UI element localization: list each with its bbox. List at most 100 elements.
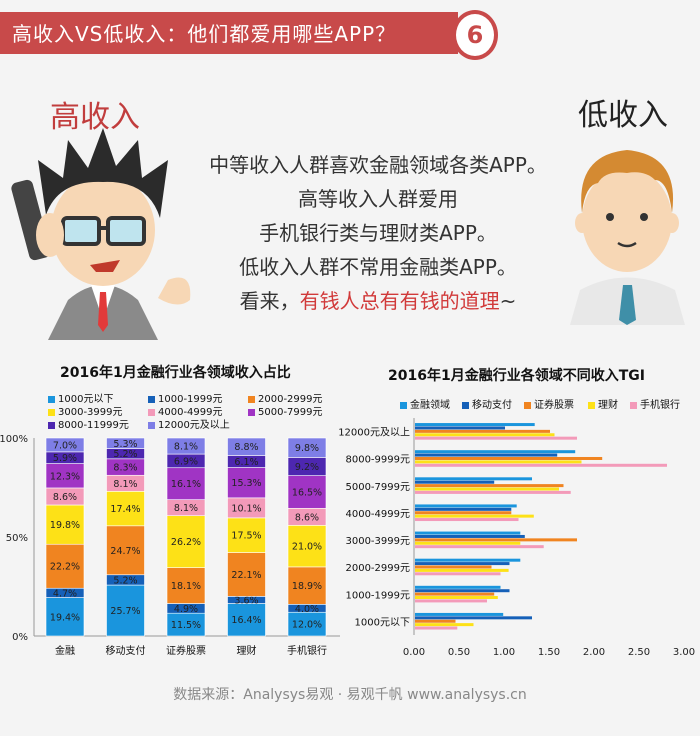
tgi-bar [415,511,512,515]
legend-label: 移动支付 [472,400,512,411]
high-income-character [11,128,191,340]
bar-value-label: 18.9% [292,581,322,592]
high-income-label: 高收入 [50,100,140,135]
insight-highlight: 有钱人总有有钱的道理 [299,289,500,313]
tgi-bar [415,477,532,481]
legend-item: 1000元以下 [48,390,113,405]
legend-swatch [588,401,595,409]
bar-value-label: 5.2% [113,575,137,586]
category-label: 2000-2999元 [345,563,410,574]
legend-swatch [148,408,155,416]
legend-label: 理财 [598,400,618,411]
bar-value-label: 17.4% [110,504,140,515]
tgi-bar [415,568,509,572]
bar-value-label: 8.1% [174,503,198,514]
bar-segment [287,525,327,568]
category-label: 1000-1999元 [345,590,410,601]
bar-value-label: 16.4% [231,615,261,626]
x-tick-label: 2.00 [583,647,605,658]
bar-value-label: 6.1% [234,457,258,468]
legend-label: 1000-1999元 [158,394,223,405]
bar-segment [45,504,85,545]
tgi-bar [415,541,521,545]
x-tick-label: 1.00 [493,647,515,658]
bar-value-label: 9.8% [295,443,319,454]
tgi-bar [415,565,492,569]
bar-segment [166,567,206,604]
category-label: 12000元及以上 [338,427,410,439]
tgi-bar [415,507,512,511]
tgi-bar [415,487,559,491]
legend-item: 3000-3999元 [48,403,123,418]
title-banner: 高收入VS低收入：他们都爱用哪些APP？ 6 [0,10,700,60]
tgi-bar [415,450,576,454]
tgi-bar [415,453,558,457]
insight-line-5-suffix: ~ [499,289,517,313]
bar-value-label: 4.7% [53,588,77,599]
bar-value-label: 19.4% [50,612,80,623]
tgi-bar [415,484,564,488]
bar-segment [106,437,145,449]
tgi-bar [415,490,571,494]
legend-item: 8000-11999元 [48,416,129,431]
low-income-label: 低收入 [578,98,668,133]
y-tick-label: 0% [12,632,28,643]
legend-swatch [148,395,155,403]
bar-value-label: 7.0% [53,440,77,451]
legend-item: 1000-1999元 [148,390,223,405]
tgi-bar [415,558,521,562]
category-label: 4000-4999元 [345,509,410,520]
category-label: 金融 [55,644,75,657]
tgi-bar [415,460,582,464]
bar-value-label: 17.5% [231,531,261,542]
tgi-bar [415,585,501,589]
category-label: 5000-7999元 [345,482,410,493]
tgi-bar [415,426,505,430]
legend-swatch [248,395,255,403]
tgi-bar [415,433,555,437]
category-label: 3000-3999元 [345,536,410,547]
bar-value-label: 16.1% [171,479,201,490]
legend-label: 手机银行 [640,400,680,411]
category-label: 8000-9999元 [345,455,410,466]
legend-item: 手机银行 [630,396,680,411]
bar-value-label: 3.6% [234,595,258,606]
bar-value-label: 26.2% [171,537,201,548]
bar-value-label: 10.1% [231,503,261,514]
category-label: 证券股票 [166,644,206,657]
bar-value-label: 8.1% [174,442,198,453]
right-horizontal-bar-chart: 0.00 0.50 1.00 1.50 2.00 2.50 3.00 1000元以下 1000-… [338,418,695,658]
right-chart-legend: 金融领域 移动支付 证券股票 理财 手机银行 [400,396,700,411]
legend-label: 2000-2999元 [258,394,323,405]
tgi-bar [415,534,525,538]
legend-label: 4000-4999元 [158,407,223,418]
tgi-bar [415,616,532,620]
tgi-bar [415,599,487,603]
tgi-bar [415,589,510,593]
bar-value-label: 5.3% [113,439,137,450]
bar-value-label: 22.2% [50,562,80,573]
bar-value-label: 25.7% [110,606,140,617]
insight-line-3: 手机银行类与理财类APP。 [259,221,497,245]
tgi-bar [415,623,474,627]
bar-segment [166,437,206,455]
tgi-bar [415,562,510,566]
category-label: 1000元以下 [355,617,410,628]
tgi-bar [415,463,667,467]
bar-value-label: 12.0% [292,620,322,631]
x-tick-label: 3.00 [673,647,695,658]
bar-value-label: 16.5% [292,487,322,498]
insight-line-4: 低收入人群不常用金融类APP。 [239,255,517,279]
bar-segment [227,467,266,499]
legend-label: 1000元以下 [58,394,114,405]
legend-swatch [630,401,637,409]
left-chart-legend: 1000元以下 1000-1999元 2000-2999元 3000-3999元 400… [48,390,348,432]
legend-item: 理财 [588,396,618,411]
legend-label: 5000-7999元 [258,407,323,418]
tgi-bar [415,531,521,535]
tgi-bar [415,436,577,440]
x-tick-label: 0.50 [448,647,470,658]
bar-value-label: 8.3% [113,463,137,474]
bar-segment [166,515,206,568]
tgi-bar [415,592,495,596]
